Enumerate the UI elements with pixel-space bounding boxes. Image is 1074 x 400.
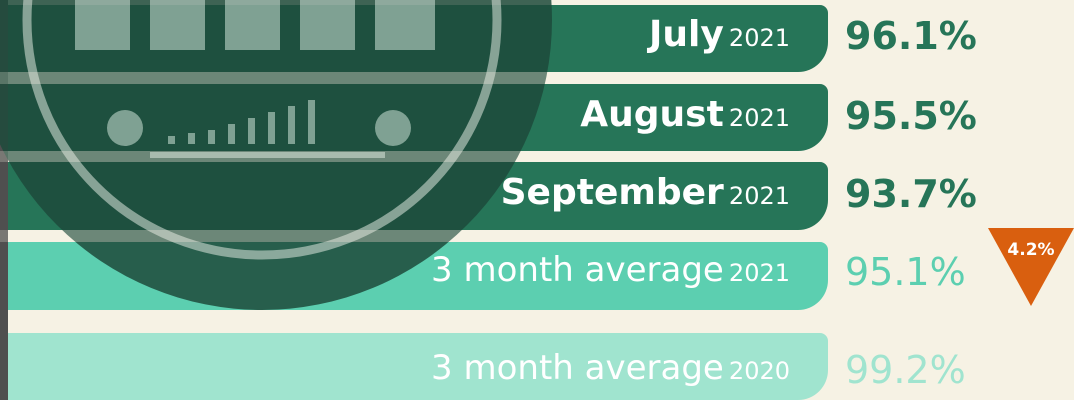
month: September: [501, 172, 724, 213]
year: 2020: [729, 357, 790, 385]
year: 2021: [729, 104, 790, 132]
value: 95.5%: [845, 94, 977, 138]
month: August: [580, 94, 724, 135]
average-label: 3 month average: [431, 250, 724, 290]
value: 96.1%: [845, 14, 977, 58]
value: 93.7%: [845, 172, 977, 216]
row-label: 3 month average 2020: [431, 348, 790, 388]
year: 2021: [729, 182, 790, 210]
year: 2021: [729, 259, 790, 287]
month: July: [649, 14, 724, 55]
change-label: 4.2%: [1000, 240, 1062, 260]
value: 99.2%: [845, 348, 966, 392]
value: 95.1%: [845, 250, 966, 294]
row-label: 3 month average 2021: [431, 250, 790, 290]
row-label: September 2021: [501, 172, 790, 213]
page: {"rows": [ {"month": "July", "year": "20…: [0, 0, 1074, 400]
average-label: 3 month average: [431, 348, 724, 388]
row-label: July 2021: [649, 14, 790, 55]
row-label: August 2021: [580, 94, 790, 135]
year: 2021: [729, 24, 790, 52]
